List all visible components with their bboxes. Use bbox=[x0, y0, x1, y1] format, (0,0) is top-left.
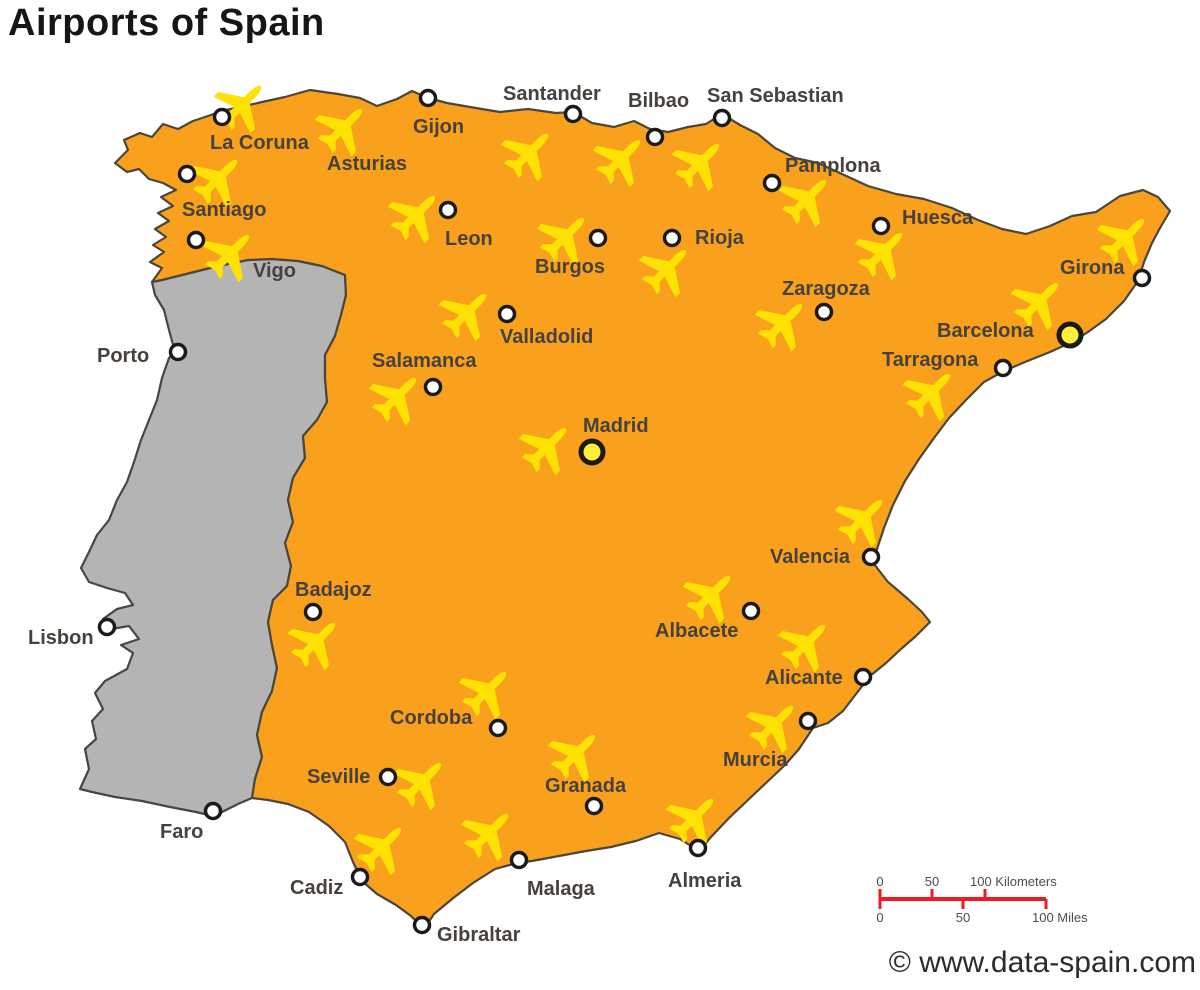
malaga-label: Malaga bbox=[527, 878, 596, 900]
rioja-label: Rioja bbox=[695, 227, 745, 249]
pamplona-label: Pamplona bbox=[785, 155, 881, 177]
vigo-label: Vigo bbox=[253, 260, 296, 282]
scale-km-tick bbox=[878, 889, 882, 899]
santander-city-marker bbox=[563, 104, 583, 124]
cadiz-label: Cadiz bbox=[290, 877, 343, 899]
cordoba-label: Cordoba bbox=[390, 707, 473, 729]
scale-km-label: 50 bbox=[925, 874, 939, 889]
scale-mile-tick bbox=[961, 899, 965, 909]
valladolid-label: Valladolid bbox=[500, 326, 593, 348]
seville-label: Seville bbox=[307, 766, 370, 788]
madrid-city-marker bbox=[578, 438, 606, 466]
scale-km-label: 100 Kilometers bbox=[970, 874, 1057, 889]
gijon-city-marker bbox=[418, 88, 438, 108]
huesca-city-marker bbox=[871, 216, 891, 236]
gibraltar-label: Gibraltar bbox=[437, 924, 521, 946]
valencia-city-marker bbox=[861, 547, 881, 567]
badajoz-city-marker bbox=[303, 602, 323, 622]
tarragona-label: Tarragona bbox=[882, 349, 979, 371]
pamplona-city-marker bbox=[762, 173, 782, 193]
scale-mile-label: 50 bbox=[956, 910, 970, 925]
scale-km-tick bbox=[930, 889, 934, 899]
lisbon-city-marker bbox=[97, 617, 117, 637]
murcia-city-marker bbox=[798, 711, 818, 731]
albacete-label: Albacete bbox=[655, 620, 738, 642]
porto-label: Porto bbox=[97, 345, 149, 367]
gibraltar-city-marker bbox=[412, 915, 432, 935]
granada-city-marker bbox=[584, 796, 604, 816]
valladolid-city-marker bbox=[497, 304, 517, 324]
valencia-label: Valencia bbox=[770, 546, 851, 568]
cordoba-city-marker bbox=[488, 718, 508, 738]
rioja-city-marker bbox=[662, 228, 682, 248]
santiago-city-marker bbox=[177, 164, 197, 184]
scale-bar: 0 50 100 Kilometers 0 50 100 Miles bbox=[876, 874, 1088, 925]
barcelona-label: Barcelona bbox=[937, 320, 1035, 342]
leon-label: Leon bbox=[445, 228, 493, 250]
bilbao-city-marker bbox=[645, 127, 665, 147]
girona-label: Girona bbox=[1060, 257, 1125, 279]
burgos-city-marker bbox=[588, 228, 608, 248]
la-coruna-label: La Coruna bbox=[210, 132, 310, 154]
san-sebastian-label: San Sebastian bbox=[707, 85, 844, 107]
spain-landmass bbox=[113, 88, 1172, 931]
almeria-label: Almeria bbox=[668, 870, 742, 892]
vigo-city-marker bbox=[186, 230, 206, 250]
porto-city-marker bbox=[168, 342, 188, 362]
leon-city-marker bbox=[438, 200, 458, 220]
granada-label: Granada bbox=[545, 775, 627, 797]
almeria-city-marker bbox=[688, 838, 708, 858]
faro-city-marker bbox=[203, 801, 223, 821]
santiago-label: Santiago bbox=[182, 199, 266, 221]
barcelona-city-marker bbox=[1056, 321, 1084, 349]
huesca-label: Huesca bbox=[902, 207, 974, 229]
cadiz-city-marker bbox=[350, 867, 370, 887]
scale-mile-tick bbox=[878, 899, 882, 909]
copyright-text: © www.data-spain.com bbox=[888, 946, 1196, 979]
faro-label: Faro bbox=[160, 821, 203, 843]
bilbao-label: Bilbao bbox=[628, 90, 689, 112]
tarragona-city-marker bbox=[993, 358, 1013, 378]
badajoz-label: Badajoz bbox=[295, 579, 372, 601]
seville-city-marker bbox=[378, 767, 398, 787]
scale-km-label: 0 bbox=[876, 874, 883, 889]
scale-km-tick bbox=[983, 889, 987, 899]
page-title: Airports of Spain bbox=[8, 2, 325, 44]
gijon-label: Gijon bbox=[413, 116, 464, 138]
scale-mile-label: 100 Miles bbox=[1032, 910, 1088, 925]
burgos-label: Burgos bbox=[535, 256, 605, 278]
alicante-city-marker bbox=[853, 667, 873, 687]
zaragoza-city-marker bbox=[814, 302, 834, 322]
malaga-city-marker bbox=[509, 850, 529, 870]
santander-label: Santander bbox=[503, 83, 601, 105]
san-sebastian-city-marker bbox=[712, 108, 732, 128]
zaragoza-label: Zaragoza bbox=[782, 278, 871, 300]
scale-mile-label: 0 bbox=[876, 910, 883, 925]
lisbon-label: Lisbon bbox=[28, 627, 94, 649]
albacete-city-marker bbox=[741, 601, 761, 621]
scale-mile-tick bbox=[1044, 899, 1048, 909]
murcia-label: Murcia bbox=[723, 749, 788, 771]
madrid-label: Madrid bbox=[583, 415, 649, 437]
la-coruna-city-marker bbox=[212, 107, 232, 127]
girona-city-marker bbox=[1132, 268, 1152, 288]
alicante-label: Alicante bbox=[765, 667, 843, 689]
salamanca-label: Salamanca bbox=[372, 350, 477, 372]
salamanca-city-marker bbox=[423, 377, 443, 397]
asturias-label: Asturias bbox=[327, 153, 407, 175]
